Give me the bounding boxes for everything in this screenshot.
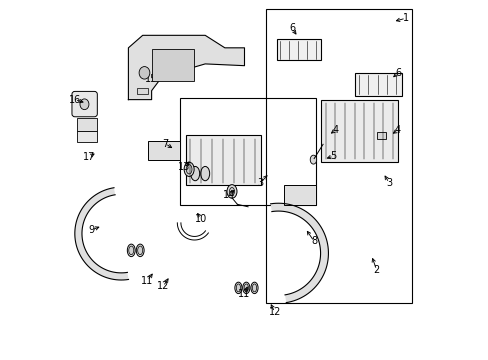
Bar	[265, 9, 411, 303]
Ellipse shape	[138, 246, 142, 255]
Ellipse shape	[252, 284, 256, 292]
Ellipse shape	[309, 155, 316, 164]
Text: 3: 3	[386, 178, 391, 188]
Text: 7: 7	[162, 139, 168, 149]
FancyBboxPatch shape	[77, 118, 97, 131]
Ellipse shape	[236, 284, 240, 292]
Text: 12: 12	[268, 307, 281, 317]
Bar	[137, 88, 148, 94]
Ellipse shape	[190, 166, 199, 181]
Ellipse shape	[127, 244, 135, 257]
FancyBboxPatch shape	[276, 39, 321, 60]
Bar	[151, 49, 194, 81]
Text: 15: 15	[145, 74, 158, 84]
Ellipse shape	[139, 67, 149, 79]
Polygon shape	[75, 188, 128, 280]
Text: 11: 11	[141, 276, 153, 286]
Polygon shape	[128, 35, 244, 100]
Text: 9: 9	[88, 225, 95, 235]
Ellipse shape	[244, 284, 248, 292]
Text: 8: 8	[310, 237, 317, 247]
Text: 16: 16	[68, 95, 81, 105]
Text: 11: 11	[238, 289, 250, 298]
Text: 2: 2	[373, 265, 379, 275]
Ellipse shape	[234, 282, 242, 294]
Bar	[180, 98, 315, 205]
Ellipse shape	[186, 165, 192, 174]
Ellipse shape	[226, 185, 237, 198]
Text: 4: 4	[332, 125, 338, 135]
Bar	[376, 132, 385, 139]
Bar	[148, 141, 180, 160]
Ellipse shape	[242, 282, 249, 294]
FancyBboxPatch shape	[77, 131, 97, 142]
Text: 13: 13	[178, 162, 190, 172]
FancyBboxPatch shape	[321, 100, 397, 162]
FancyBboxPatch shape	[72, 91, 97, 117]
Text: 6: 6	[288, 23, 294, 33]
Text: 12: 12	[157, 282, 169, 292]
Text: 10: 10	[194, 213, 206, 224]
Text: 17: 17	[83, 152, 95, 162]
Text: 14: 14	[223, 190, 235, 200]
Ellipse shape	[184, 162, 194, 176]
Ellipse shape	[229, 188, 234, 195]
Polygon shape	[270, 203, 328, 303]
Text: 5: 5	[330, 151, 336, 161]
Text: 3: 3	[257, 178, 263, 188]
Ellipse shape	[80, 99, 89, 110]
FancyBboxPatch shape	[185, 135, 260, 185]
Bar	[283, 185, 315, 205]
Ellipse shape	[201, 166, 209, 181]
Ellipse shape	[128, 246, 134, 255]
Text: 4: 4	[394, 125, 400, 135]
Ellipse shape	[136, 244, 144, 257]
Text: 6: 6	[394, 68, 400, 78]
FancyBboxPatch shape	[354, 73, 401, 96]
Text: 1: 1	[402, 13, 408, 23]
Ellipse shape	[250, 282, 258, 294]
